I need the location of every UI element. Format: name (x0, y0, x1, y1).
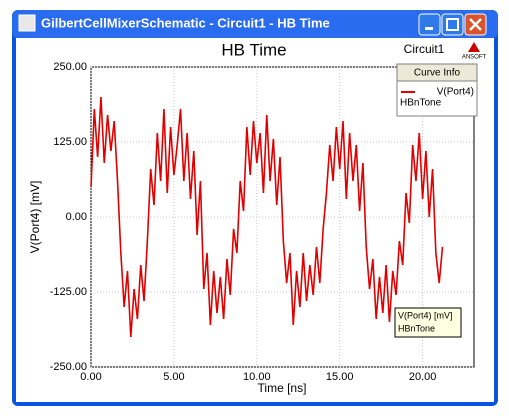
tooltip-note: HBnTone (398, 323, 435, 333)
y-tick-label: -125.00 (50, 286, 87, 298)
x-tick-label: 0.00 (80, 371, 101, 383)
x-axis-label: Time [ns] (258, 381, 307, 395)
legend-header (396, 63, 478, 82)
x-tick-label: 15.00 (326, 371, 354, 383)
minimize-button[interactable] (418, 13, 441, 36)
y-tick-label: 125.00 (53, 136, 87, 148)
y-tick-label: 0.00 (66, 211, 87, 223)
window-title: GilbertCellMixerSchematic - Circuit1 - H… (41, 15, 330, 30)
chart-subtitle: Circuit1 (404, 42, 445, 56)
data-line (90, 96, 444, 338)
x-tick-label: 5.00 (163, 371, 184, 383)
legend-note: HBnTone (400, 98, 442, 109)
x-tick-label: 10.00 (243, 371, 271, 383)
legend-entry: V(Port4) (437, 87, 474, 98)
close-icon (469, 18, 482, 31)
tooltip-name: V(Port4) [mV] (398, 310, 453, 320)
logo: ANSOFT (462, 55, 487, 61)
maximize-icon (446, 18, 459, 31)
y-axis-label: V(Port4) [mV] (28, 181, 42, 254)
minimize-icon (425, 27, 433, 30)
y-tick-label: 250.00 (53, 61, 87, 73)
title-bar (12, 10, 498, 38)
chart-title: HB Time (221, 40, 286, 59)
legend-title: Curve Info (414, 68, 461, 79)
y-tick-label: -250.00 (50, 361, 87, 373)
x-tick-label: 20.00 (409, 371, 437, 383)
logo-icon (468, 42, 480, 52)
tooltip-box (394, 307, 462, 338)
maximize-button[interactable] (441, 13, 464, 36)
app-icon (18, 14, 36, 32)
